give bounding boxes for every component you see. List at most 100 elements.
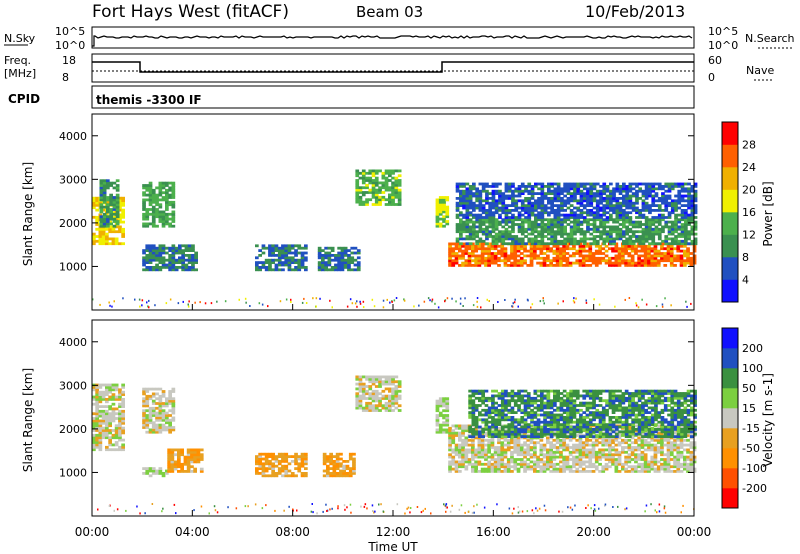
data-cell (448, 252, 452, 255)
data-cell (516, 448, 521, 452)
data-cell (451, 448, 456, 452)
data-cell (663, 453, 668, 457)
data-cell (625, 232, 629, 236)
data-cell (605, 199, 610, 203)
data-cell (102, 205, 107, 209)
data-cell (304, 457, 308, 461)
data-cell (356, 300, 358, 303)
data-cell (394, 203, 399, 206)
data-cell (664, 239, 669, 243)
data-cell (604, 441, 609, 445)
data-cell (572, 261, 576, 265)
data-cell (101, 421, 106, 425)
data-cell (435, 430, 440, 434)
data-cell (455, 187, 460, 191)
data-cell (573, 182, 577, 186)
data-cell (625, 201, 629, 205)
data-cell (664, 194, 669, 198)
data-cell (634, 448, 638, 452)
data-cell (118, 409, 122, 413)
data-cell (361, 191, 366, 194)
data-cell (537, 225, 541, 229)
data-cell (573, 197, 577, 200)
data-cell (112, 208, 117, 211)
data-cell (462, 192, 466, 195)
data-cell (529, 424, 534, 428)
data-cell (464, 249, 469, 253)
data-cell (667, 185, 672, 188)
data-cell (581, 467, 586, 471)
data-cell (565, 460, 570, 464)
data-cell (339, 452, 343, 456)
data-cell (627, 264, 632, 267)
data-cell (287, 469, 292, 473)
data-cell (268, 460, 272, 463)
data-cell (501, 242, 506, 246)
data-cell (142, 200, 146, 204)
data-cell (550, 227, 554, 231)
data-cell (92, 436, 96, 440)
data-cell (644, 225, 649, 229)
data-cell (664, 237, 669, 241)
data-cell (637, 259, 641, 263)
data-cell (530, 213, 535, 217)
data-cell (614, 264, 619, 267)
data-cell (264, 462, 269, 466)
data-cell (503, 443, 508, 447)
data-cell (114, 239, 119, 243)
data-cell (161, 210, 166, 214)
data-cell (151, 246, 156, 250)
data-cell (530, 206, 535, 210)
data-cell (114, 448, 119, 452)
data-cell (114, 431, 119, 435)
data-cell (121, 201, 125, 205)
freq-top-tick: 18 (62, 54, 76, 67)
data-cell (458, 436, 462, 440)
data-cell (165, 215, 169, 219)
data-cell (277, 268, 282, 272)
data-cell (578, 455, 583, 459)
data-cell (589, 189, 594, 193)
data-cell (118, 424, 122, 428)
data-cell (391, 409, 395, 412)
data-cell (612, 227, 616, 231)
data-cell (109, 181, 113, 185)
data-cell (511, 223, 515, 226)
data-cell (106, 224, 110, 228)
data-cell (284, 246, 289, 250)
data-cell (687, 206, 691, 210)
data-cell (657, 216, 662, 219)
data-cell (95, 196, 99, 200)
data-cell (183, 460, 188, 464)
data-cell (300, 474, 305, 478)
data-cell (498, 239, 502, 243)
data-cell (459, 302, 462, 305)
data-cell (599, 223, 603, 226)
data-cell (105, 429, 109, 432)
data-cell (312, 297, 314, 300)
data-cell (98, 431, 103, 435)
data-cell (165, 404, 169, 408)
data-cell (109, 193, 113, 197)
data-cell (194, 261, 198, 264)
data-cell (468, 230, 473, 234)
data-cell (108, 383, 112, 387)
data-cell (165, 302, 168, 305)
data-cell (573, 225, 577, 229)
data-cell (158, 212, 163, 216)
data-cell (332, 460, 337, 463)
data-cell (394, 186, 399, 190)
data-cell (340, 263, 345, 267)
data-cell (693, 209, 698, 212)
data-cell (562, 467, 566, 471)
data-cell (656, 254, 661, 258)
data-cell (118, 225, 122, 229)
data-cell (438, 399, 443, 403)
data-cell (594, 261, 599, 265)
data-cell (530, 227, 535, 231)
data-cell (547, 225, 551, 229)
data-cell (491, 206, 496, 210)
data-cell (170, 448, 175, 452)
data-cell (300, 261, 305, 264)
data-cell (294, 457, 298, 461)
